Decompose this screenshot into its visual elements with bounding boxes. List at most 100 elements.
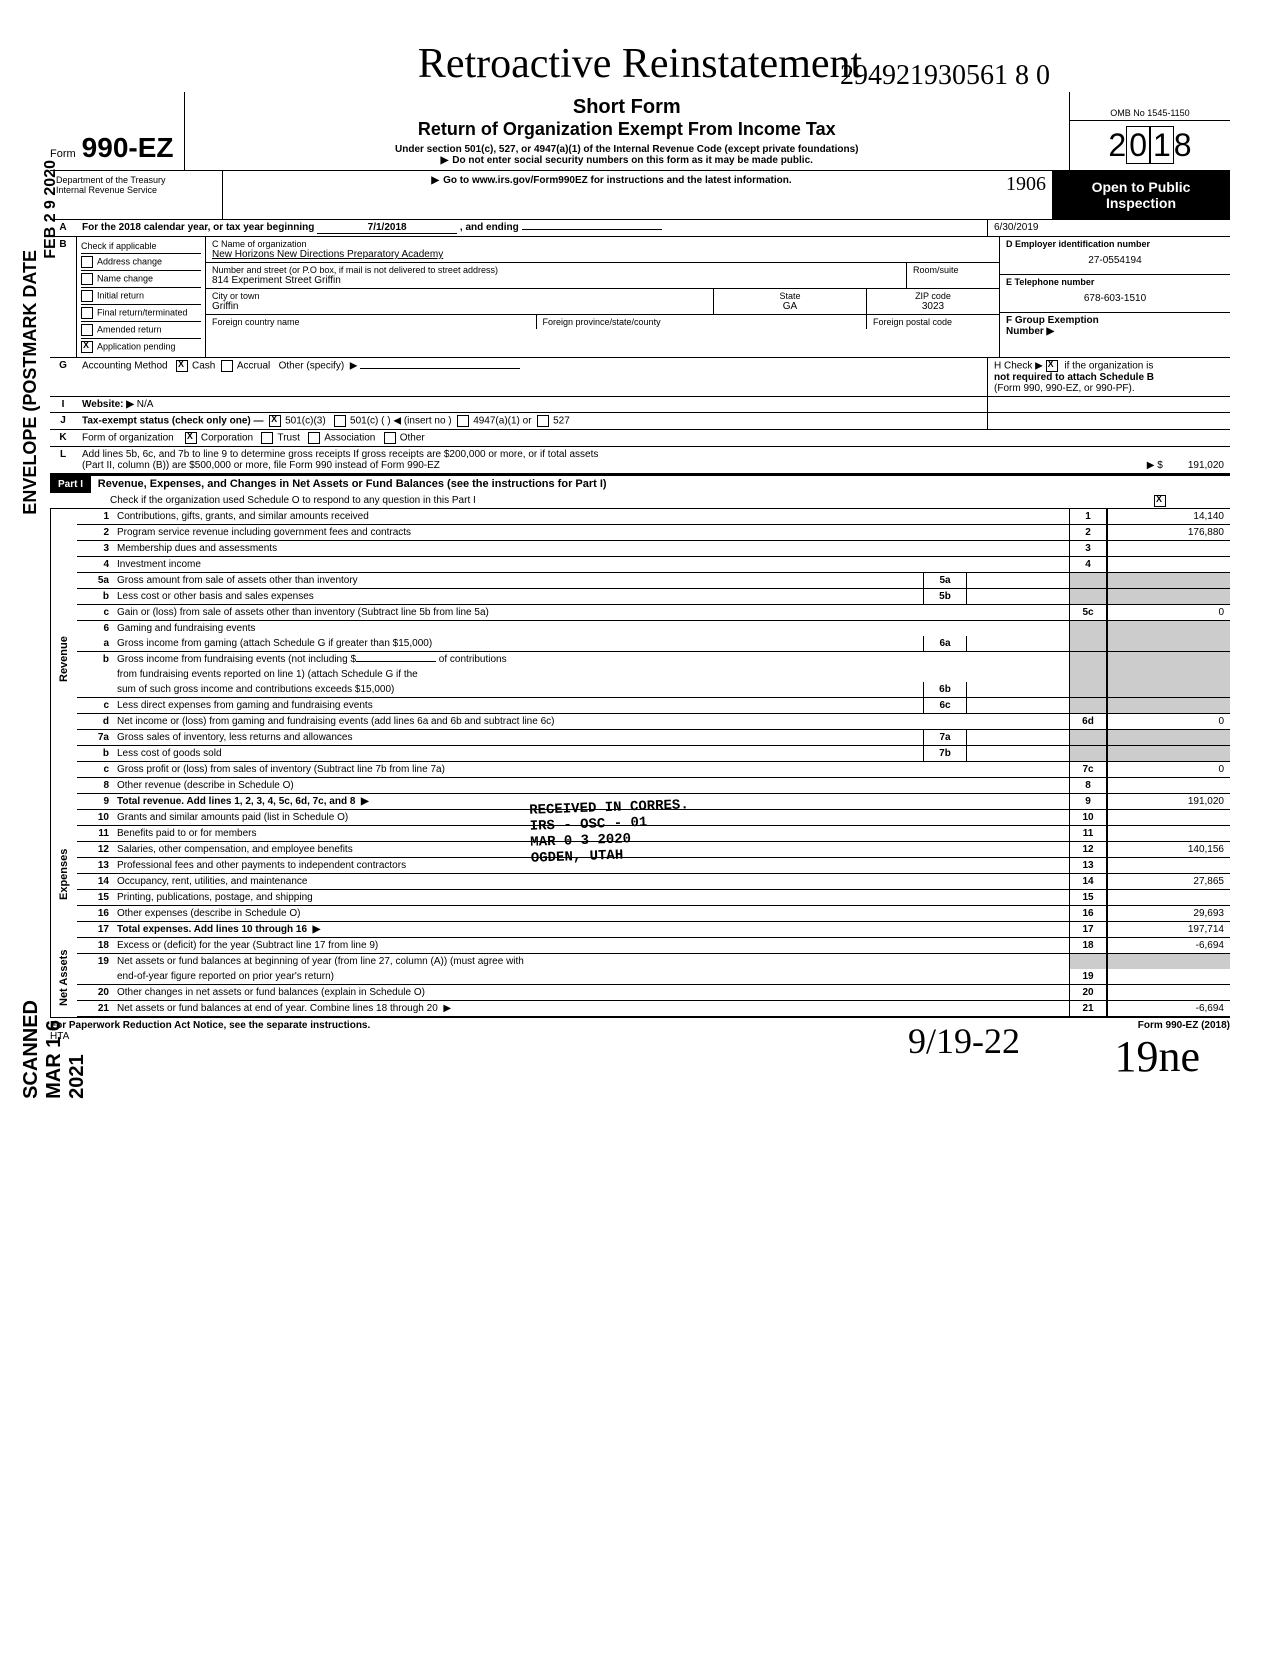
j-content: Tax-exempt status (check only one) — 501… xyxy=(76,413,987,429)
header-row: Form 990-EZ Short Form Return of Organiz… xyxy=(50,92,1230,171)
l3-desc: Membership dues and assessments xyxy=(113,541,1069,556)
l9-desc: Total revenue. Add lines 1, 2, 3, 4, 5c,… xyxy=(117,796,355,807)
l4-val xyxy=(1107,557,1230,572)
open-public-2: Inspection xyxy=(1056,195,1226,211)
part1-title: Revenue, Expenses, and Changes in Net As… xyxy=(94,476,611,492)
g-content: Accounting Method Cash Accrual Other (sp… xyxy=(76,358,987,396)
handwritten-title: Retroactive Reinstatement xyxy=(50,40,1230,88)
cash-label: Cash xyxy=(192,361,215,372)
year-0: 0 xyxy=(1126,126,1150,164)
addr-change-check[interactable] xyxy=(81,256,93,268)
footer: For Paperwork Reduction Act Notice, see … xyxy=(50,1017,1230,1042)
part1-check-text: Check if the organization used Schedule … xyxy=(110,495,476,506)
envelope-stamp: ENVELOPE (POSTMARK DATE xyxy=(20,250,41,515)
l15-val xyxy=(1107,890,1230,905)
dept-treasury: Department of the Treasury Internal Reve… xyxy=(50,171,223,219)
tax-year: 2018 xyxy=(1070,121,1230,170)
ty-end-label: , and ending xyxy=(460,222,519,233)
website-value: N/A xyxy=(137,399,154,410)
assoc-check[interactable] xyxy=(308,432,320,444)
omb-number: OMB No 1545-1150 xyxy=(1070,106,1230,121)
name-change-label: Name change xyxy=(97,273,153,283)
l11-val xyxy=(1107,826,1230,841)
cash-check[interactable] xyxy=(176,360,188,372)
l5a-desc: Gross amount from sale of assets other t… xyxy=(113,573,923,588)
l2-desc: Program service revenue including govern… xyxy=(113,525,1069,540)
l17-desc: Total expenses. Add lines 10 through 16 xyxy=(117,924,307,935)
h-check[interactable] xyxy=(1046,360,1058,372)
4947-check[interactable] xyxy=(457,415,469,427)
k-label: Form of organization xyxy=(82,433,174,444)
row-g: G Accounting Method Cash Accrual Other (… xyxy=(50,358,1230,397)
netassets-section: Net Assets 18Excess or (deficit) for the… xyxy=(50,938,1230,1017)
initial-label: Initial return xyxy=(97,290,144,300)
trust-check[interactable] xyxy=(261,432,273,444)
c-label: C Name of organization xyxy=(212,239,993,249)
street-label: Number and street (or P.O box, if mail i… xyxy=(212,265,900,275)
name-change-check[interactable] xyxy=(81,273,93,285)
e-label: E Telephone number xyxy=(1006,277,1224,287)
letter-i: I xyxy=(50,397,76,412)
bcdef-block: B Check if applicable Address change Nam… xyxy=(50,237,1230,358)
amended-check[interactable] xyxy=(81,324,93,336)
goto-instr: Go to www.irs.gov/Form990EZ for instruct… xyxy=(223,171,1000,219)
hw-1906: 1906 xyxy=(1000,171,1052,219)
l6-desc: Gaming and fundraising events xyxy=(113,621,1069,636)
part1-header: Part I Revenue, Expenses, and Changes in… xyxy=(50,474,1230,509)
l5c-desc: Gain or (loss) from sale of assets other… xyxy=(113,605,1069,620)
l10-val xyxy=(1107,810,1230,825)
4947-label: 4947(a)(1) or xyxy=(473,416,531,427)
org-name: New Horizons New Directions Preparatory … xyxy=(212,249,993,260)
l19-desc2: end-of-year figure reported on prior yea… xyxy=(113,969,1069,984)
amended-label: Amended return xyxy=(97,324,162,334)
501c3-check[interactable] xyxy=(269,415,281,427)
501c-check[interactable] xyxy=(334,415,346,427)
l-amount: 191,020 xyxy=(1188,460,1224,471)
paperwork-notice: For Paperwork Reduction Act Notice, see … xyxy=(50,1020,370,1031)
initial-check[interactable] xyxy=(81,290,93,302)
final-label: Final return/terminated xyxy=(97,307,188,317)
l6b-desc1: Gross income from fundraising events (no… xyxy=(117,654,356,665)
room-label: Room/suite xyxy=(906,263,999,288)
state-value: GA xyxy=(720,301,860,312)
foreign-postal: Foreign postal code xyxy=(866,315,999,329)
letter-l: L xyxy=(50,447,76,473)
h-text4: (Form 990, 990-EZ, or 990-PF). xyxy=(994,383,1135,394)
assoc-label: Association xyxy=(324,433,375,444)
accrual-label: Accrual xyxy=(237,361,270,372)
final-check[interactable] xyxy=(81,307,93,319)
ty-begin: 7/1/2018 xyxy=(317,222,457,234)
other-specify: Other (specify) xyxy=(279,361,345,372)
foreign-prov: Foreign province/state/county xyxy=(536,315,867,329)
addr-change-label: Address change xyxy=(97,256,162,266)
l8-val xyxy=(1107,778,1230,793)
title-cell: Short Form Return of Organization Exempt… xyxy=(184,92,1071,170)
schedule-o-check[interactable] xyxy=(1154,495,1166,507)
website-label: Website: ▶ xyxy=(82,399,134,410)
state-label: State xyxy=(720,291,860,301)
l14-desc: Occupancy, rent, utilities, and maintena… xyxy=(113,874,1069,889)
l5c-val: 0 xyxy=(1107,605,1230,620)
corp-check[interactable] xyxy=(185,432,197,444)
year-2: 2 xyxy=(1108,127,1126,163)
expenses-side-label: Expenses xyxy=(50,810,77,938)
signature-date: 9/19-22 xyxy=(908,1020,1020,1062)
l19-val xyxy=(1107,969,1230,984)
form-number-cell: Form 990-EZ xyxy=(50,128,184,170)
l3-val xyxy=(1107,541,1230,556)
h-box: H Check ▶ if the organization is not req… xyxy=(987,358,1230,396)
other-check[interactable] xyxy=(384,432,396,444)
app-pending-check[interactable] xyxy=(81,341,93,353)
l20-desc: Other changes in net assets or fund bala… xyxy=(113,985,1069,1000)
527-check[interactable] xyxy=(537,415,549,427)
app-pending-label: Application pending xyxy=(97,341,176,351)
insert-no: ) ◀ (insert no ) xyxy=(387,416,451,427)
g-label: Accounting Method xyxy=(82,361,168,372)
i-content: Website: ▶ N/A xyxy=(76,397,987,412)
accrual-check[interactable] xyxy=(221,360,233,372)
501c-label: 501(c) ( xyxy=(350,416,384,427)
l6c-desc: Less direct expenses from gaming and fun… xyxy=(113,698,923,713)
l16-desc: Other expenses (describe in Schedule O) xyxy=(113,906,1069,921)
k-content: Form of organization Corporation Trust A… xyxy=(76,430,1230,446)
l-text2: (Part II, column (B)) are $500,000 or mo… xyxy=(82,460,440,471)
